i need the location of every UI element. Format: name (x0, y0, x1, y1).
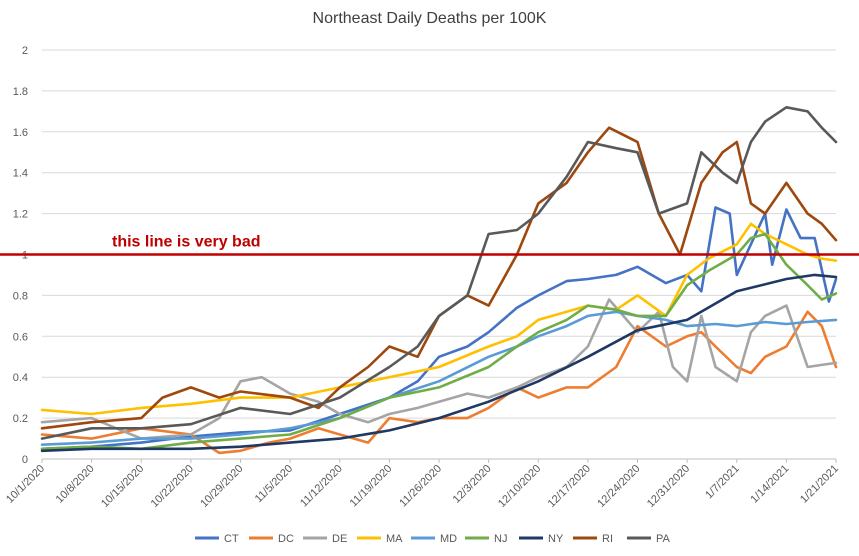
y-tick-label: 1.8 (13, 86, 28, 98)
legend-label-ma: MA (386, 533, 403, 545)
legend-label-ct: CT (224, 533, 239, 545)
legend-label-md: MD (440, 533, 457, 545)
x-tick-label: 12/3/2020 (451, 463, 494, 506)
x-tick-label: 11/26/2020 (397, 463, 444, 510)
x-tick-label: 10/22/2020 (149, 463, 196, 510)
legend-label-ny: NY (548, 533, 564, 545)
legend-label-nj: NJ (494, 533, 507, 545)
series-lines (40, 106, 838, 455)
threshold-label: this line is very bad (112, 234, 261, 251)
legend-label-dc: DC (278, 533, 294, 545)
series-line-nj (40, 232, 838, 451)
x-tick-label: 12/31/2020 (645, 463, 692, 510)
x-tick-label: 12/17/2020 (546, 463, 593, 510)
x-tick-label: 11/12/2020 (298, 463, 345, 510)
series-line-pa (40, 106, 838, 440)
y-tick-label: 0.2 (13, 413, 28, 425)
y-tick-label: 1.6 (13, 127, 28, 139)
legend-label-pa: PA (656, 533, 671, 545)
x-tick-label: 12/24/2020 (595, 463, 642, 510)
x-tick-label: 10/15/2020 (99, 463, 146, 510)
y-tick-label: 0.4 (13, 372, 28, 384)
chart-title: Northeast Daily Deaths per 100K (312, 10, 547, 27)
x-tick-label: 11/5/2020 (253, 463, 296, 506)
legend: CT DC DE MA MD NJ NY RI PA (195, 533, 671, 545)
series-line-ma (40, 222, 838, 416)
x-tick-label: 1/21/2021 (798, 463, 841, 506)
series-line-de (40, 298, 838, 440)
x-tick-label: 12/10/2020 (496, 463, 543, 510)
y-tick-label: 0 (22, 454, 28, 466)
legend-label-ri: RI (602, 533, 613, 545)
annotation: this line is very bad (0, 234, 859, 256)
legend-label-de: DE (332, 533, 347, 545)
y-tick-label: 0.6 (13, 331, 28, 343)
series-line-md (40, 310, 838, 447)
x-tick-label: 1/7/2021 (703, 463, 742, 502)
y-tick-label: 2 (22, 45, 28, 57)
series-line-ny (40, 273, 838, 453)
x-tick-label: 1/14/2021 (748, 463, 791, 506)
x-tick-label: 10/1/2020 (4, 463, 47, 506)
y-tick-label: 1.2 (13, 209, 28, 221)
x-tick-label: 10/29/2020 (198, 463, 245, 510)
y-tick-label: 0.8 (13, 290, 28, 302)
x-tick-label: 10/8/2020 (54, 463, 97, 506)
y-tick-label: 1.4 (13, 168, 28, 180)
x-tick-label: 11/19/2020 (348, 463, 395, 510)
